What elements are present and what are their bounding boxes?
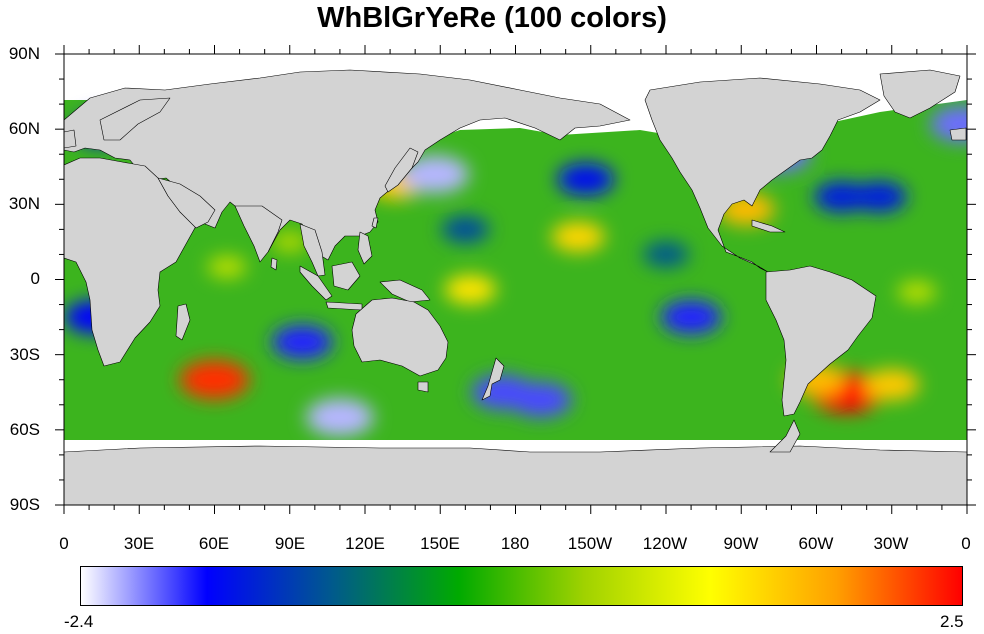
y-tick-label-90s: 90S: [9, 495, 40, 514]
x-tick-label-90w: 90W: [723, 534, 759, 553]
anomaly-13: [557, 163, 615, 196]
land-north-america: [644, 77, 881, 273]
x-tick-label-30w: 30W: [873, 534, 909, 553]
y-tick-label-eq: 0: [30, 269, 40, 288]
land-cuba: [751, 219, 786, 233]
x-tick-label-180: 180: [500, 534, 530, 553]
anomaly-25: [271, 231, 309, 253]
anomaly-22: [643, 241, 689, 268]
land-philippines: [357, 231, 373, 265]
land-sumatra: [299, 265, 333, 301]
x-tick-label-60w: 60W: [798, 534, 834, 553]
land-india: [234, 205, 283, 263]
land-antarctic-peninsula: [769, 419, 801, 453]
anomaly-23: [207, 255, 247, 278]
land-arabia: [157, 177, 216, 229]
land-se-asia: [299, 223, 326, 277]
land-madagascar: [175, 303, 191, 341]
anomaly-16: [814, 181, 870, 213]
land-south-america: [765, 265, 877, 417]
anomaly-0: [179, 360, 250, 400]
land-japan: [384, 147, 419, 193]
x-tick-label-150e: 150E: [420, 534, 460, 553]
land-new-guinea: [379, 279, 431, 303]
land-sri-lanka: [270, 257, 278, 271]
y-tick-label-30s: 30S: [9, 345, 40, 364]
colorbar: [80, 566, 963, 606]
land-africa: [64, 157, 197, 367]
map-title: WhBlGrYeRe (100 colors): [317, 2, 667, 34]
colorbar-min-label: -2.4: [64, 612, 94, 631]
x-tick-label-120w: 120W: [642, 534, 688, 553]
anomaly-9: [306, 398, 374, 437]
anomaly-21: [441, 215, 490, 243]
y-tick-label-60s: 60S: [9, 420, 40, 439]
anomaly-24: [897, 281, 937, 304]
anomaly-10: [272, 325, 333, 360]
land-australia: [351, 297, 449, 377]
x-tick-label-90e: 90E: [274, 534, 306, 553]
land-new-zealand: [481, 357, 505, 401]
land-tasmania: [417, 381, 429, 393]
anomaly-12: [509, 382, 572, 418]
x-tick-label-0-end: 0: [961, 534, 971, 553]
y-tick-label-30n: 30N: [8, 194, 40, 213]
anomaly-17: [851, 181, 907, 213]
anomaly-4: [551, 221, 605, 252]
y-tick-label-90n: 90N: [8, 44, 40, 63]
land-borneo: [331, 261, 361, 291]
x-tick-label-0: 0: [59, 534, 69, 553]
anomaly-14: [660, 300, 722, 335]
colorbar-max-label: 2.5: [940, 612, 964, 631]
anomaly-3: [864, 369, 920, 401]
anomaly-5: [444, 275, 497, 305]
x-tick-label-150w: 150W: [567, 534, 613, 553]
x-tick-label-120e: 120E: [345, 534, 385, 553]
anomaly-8: [401, 155, 470, 194]
land-iceland: [949, 127, 967, 141]
land-uk: [64, 129, 77, 149]
land-taiwan: [371, 217, 379, 229]
land-masses: [64, 69, 967, 505]
x-tick-label-60e: 60E: [198, 534, 230, 553]
x-tick-label-30e: 30E: [123, 534, 155, 553]
land-scandinavia: [99, 97, 171, 141]
land-antarctica: [64, 445, 967, 505]
y-tick-label-60n: 60N: [8, 119, 40, 138]
land-greenland: [879, 69, 961, 119]
